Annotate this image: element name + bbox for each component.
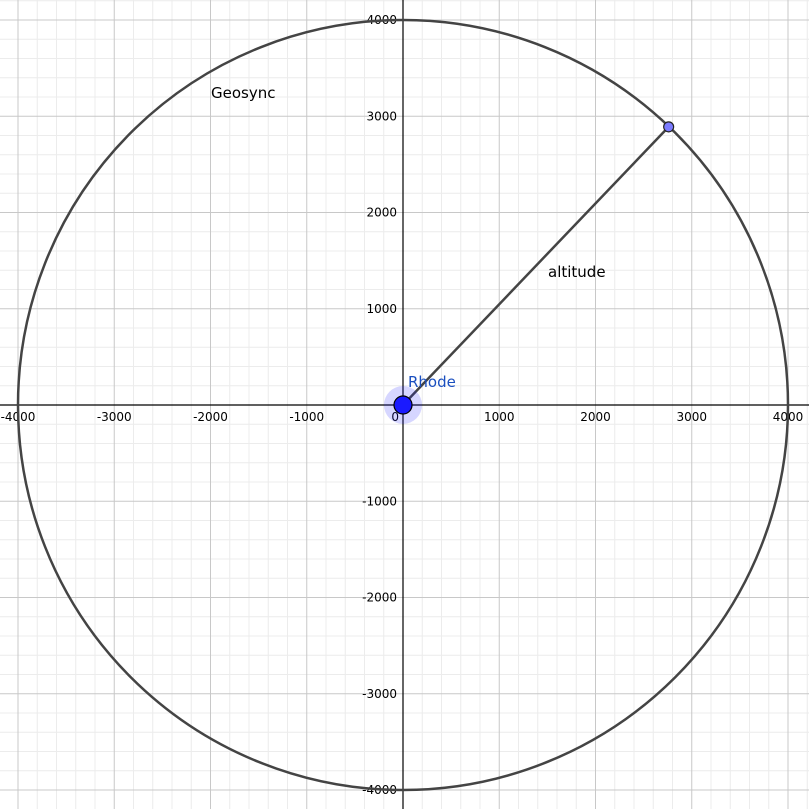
x-tick-label: -3000 [97,410,132,424]
x-tick-label: 2000 [580,410,611,424]
y-tick-label: 2000 [366,206,397,220]
x-tick-label: 0 [391,410,399,424]
orbit-point[interactable] [663,121,675,133]
x-tick-label: -2000 [193,410,228,424]
y-tick-label: -1000 [362,494,397,508]
y-tick-label: 3000 [366,109,397,123]
rhode-label: Rhode [408,373,456,391]
y-tick-label: -3000 [362,687,397,701]
rhode-point[interactable] [393,395,413,415]
x-tick-label: 1000 [484,410,515,424]
altitude-segment[interactable] [402,125,670,406]
y-tick-label: -2000 [362,591,397,605]
y-tick-label: 1000 [366,302,397,316]
circle-label: Geosync [211,84,275,102]
geosync-circle[interactable] [16,18,790,792]
x-tick-label: -1000 [289,410,324,424]
segment-label: altitude [548,263,606,281]
x-tick-label: 3000 [676,410,707,424]
